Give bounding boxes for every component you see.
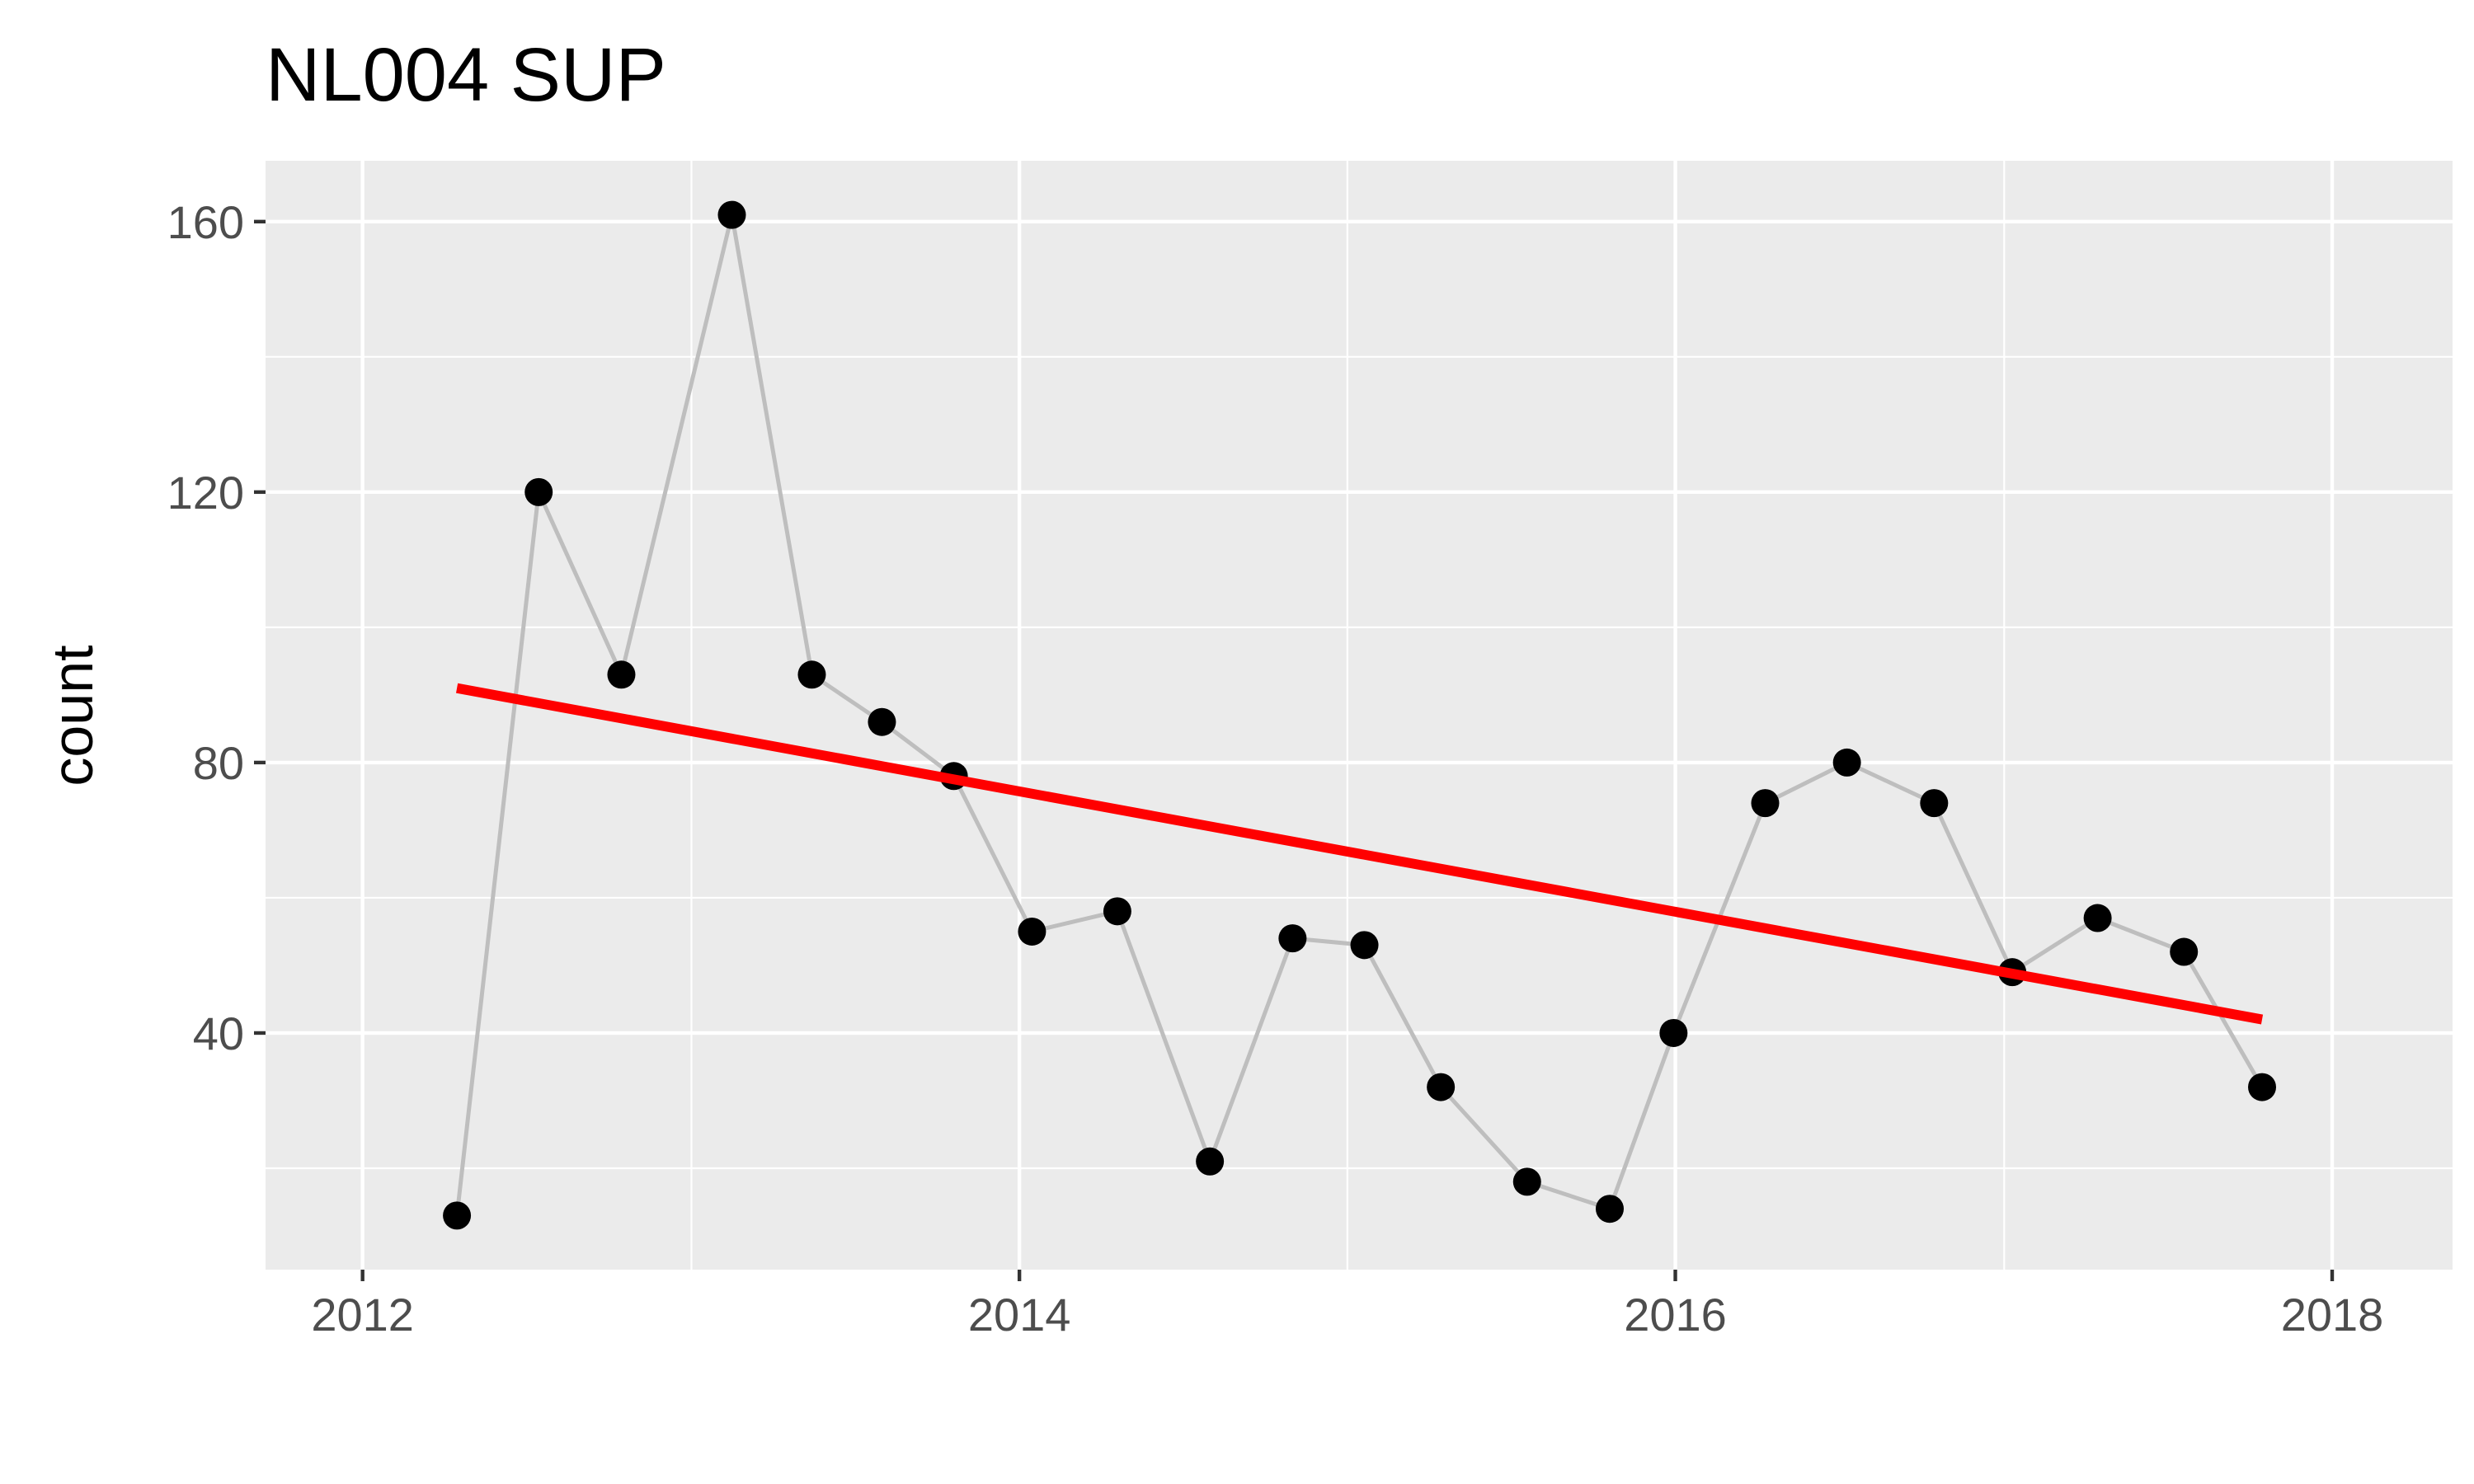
data-point — [1427, 1073, 1456, 1101]
data-point — [1751, 789, 1780, 818]
x-tick-label: 2014 — [968, 1289, 1071, 1341]
x-tick-label: 2016 — [1624, 1289, 1727, 1341]
data-point — [524, 477, 553, 506]
data-point — [1832, 748, 1861, 777]
y-tick-label: 40 — [193, 1007, 244, 1059]
trend-line — [455, 683, 2264, 1025]
data-point — [1595, 1195, 1624, 1223]
data-point — [1350, 931, 1379, 960]
data-point — [1512, 1167, 1541, 1196]
x-tick-label: 2012 — [311, 1289, 414, 1341]
y-tick-label: 160 — [167, 196, 244, 248]
data-point — [797, 660, 826, 689]
grid-minor — [266, 161, 2453, 1270]
data-point — [1103, 897, 1131, 926]
y-tick-label: 80 — [193, 737, 244, 789]
trend-layer — [455, 683, 2264, 1025]
data-point — [2170, 937, 2199, 966]
data-point — [1278, 924, 1307, 953]
y-axis: 40 80 120 160 — [167, 196, 266, 1059]
data-series — [443, 200, 2277, 1230]
y-axis-title: count — [40, 645, 105, 786]
data-point — [443, 1201, 472, 1230]
data-point — [1196, 1147, 1225, 1176]
data-point — [1018, 917, 1047, 946]
data-point — [717, 200, 746, 229]
y-tick-label: 120 — [167, 467, 244, 519]
data-point — [1659, 1018, 1688, 1047]
x-axis: 2012 2014 2016 2018 — [311, 1270, 2383, 1341]
grid-major — [266, 161, 2453, 1270]
data-point — [2248, 1073, 2277, 1101]
x-tick-label: 2018 — [2281, 1289, 2384, 1341]
data-point — [2083, 904, 2112, 932]
chart-title: NL004 SUP — [266, 33, 666, 117]
data-point — [607, 660, 636, 689]
data-point — [1920, 789, 1949, 818]
data-point — [868, 707, 896, 736]
